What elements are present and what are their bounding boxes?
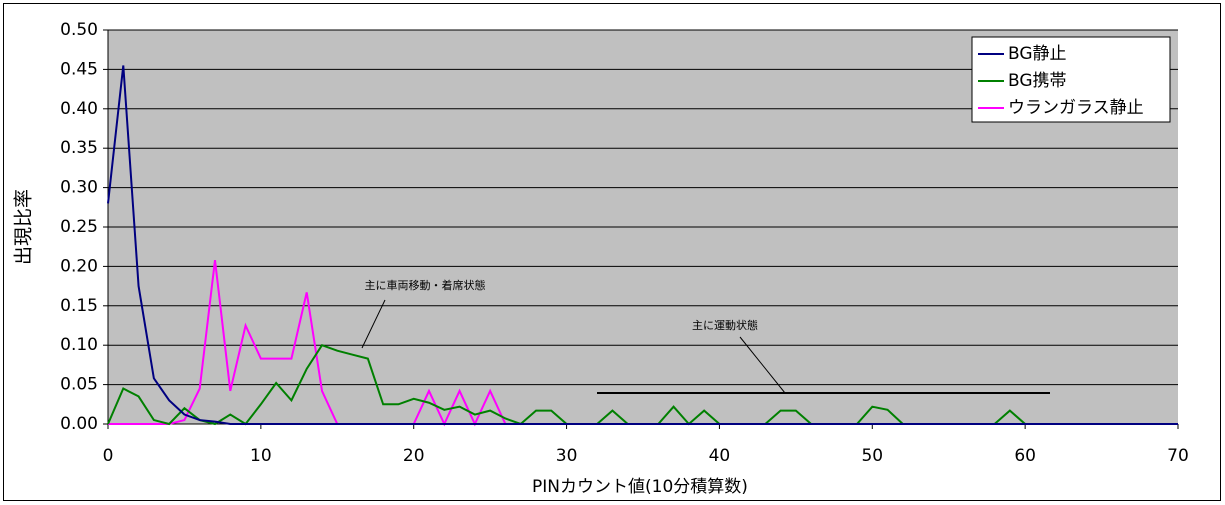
series-line: [107, 65, 1178, 425]
x-axis-label: PINカウント値(10分積算数): [532, 477, 748, 497]
annotation-pointer: [361, 299, 386, 349]
y-tick-label: 0.05: [60, 375, 98, 395]
x-tick-label: 20: [403, 446, 425, 466]
y-tick-label: 0.00: [60, 414, 98, 434]
x-tick-label: 70: [1167, 446, 1189, 466]
legend-label: ウランガラス静止: [1008, 98, 1144, 118]
y-tick-label: 0.25: [60, 217, 98, 237]
annotation-pointer: [739, 336, 786, 394]
legend-label: BG携帯: [1008, 71, 1067, 91]
y-tick-label: 0.15: [60, 296, 98, 316]
x-tick-label: 0: [103, 446, 114, 466]
y-tick-label: 0.50: [60, 20, 98, 40]
y-tick-label: 0.40: [60, 99, 98, 119]
y-axis-label: 出現比率: [13, 189, 35, 265]
y-tick-label: 0.20: [60, 256, 98, 276]
x-tick-label: 50: [861, 446, 883, 466]
legend-box: [971, 36, 1171, 123]
x-tick-label: 40: [709, 446, 731, 466]
y-tick-label: 0.35: [60, 138, 98, 158]
y-tick-label: 0.30: [60, 178, 98, 198]
x-tick-label: 60: [1014, 446, 1036, 466]
annotation: 主に運動状態: [692, 318, 758, 332]
x-tick-label: 10: [250, 446, 272, 466]
y-tick-label: 0.10: [60, 335, 98, 355]
y-tick-label: 0.45: [60, 59, 98, 79]
annotation: 主に車両移動・着席状態: [365, 278, 486, 292]
x-tick-label: 30: [556, 446, 578, 466]
legend-label: BG静止: [1008, 44, 1067, 64]
